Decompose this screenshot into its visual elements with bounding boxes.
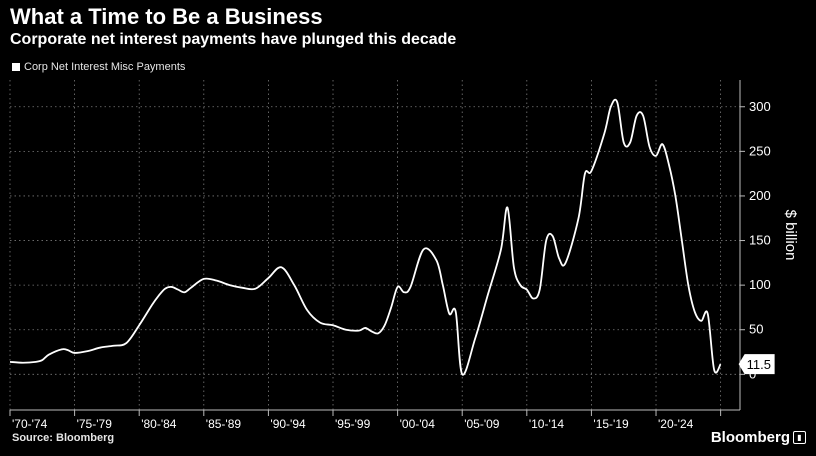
- x-tick-label: '15-'19: [593, 417, 629, 431]
- y-tick-label: 100: [749, 277, 771, 292]
- x-tick-label: '20-'24: [658, 417, 694, 431]
- x-tick-label: '90-'94: [270, 417, 306, 431]
- last-value-box: [738, 354, 775, 375]
- x-tick-label: '95-'99: [335, 417, 371, 431]
- x-tick-label: '10-'14: [529, 417, 565, 431]
- axes: [9, 80, 745, 416]
- series-line-0: [9, 98, 722, 376]
- last-value-label: 11.5: [747, 357, 771, 372]
- last-value-callout: 11.5: [738, 354, 775, 375]
- x-tick-label: '80-'84: [141, 417, 177, 431]
- y-tick-label: 50: [749, 322, 763, 337]
- chart-title: What a Time to Be a Business: [10, 4, 323, 29]
- x-tick-label: '05-'09: [464, 417, 500, 431]
- x-tick-label: '00-'04: [400, 417, 436, 431]
- x-tick-label: '75-'79: [77, 417, 113, 431]
- y-tick-label: 150: [749, 233, 771, 248]
- bloomberg-terminal-icon: ▮: [793, 431, 806, 444]
- chart-subtitle: Corporate net interest payments have plu…: [10, 31, 457, 48]
- legend-label: Corp Net Interest Misc Payments: [24, 61, 186, 73]
- y-tick-label: 250: [749, 143, 771, 158]
- y-tick-label: 0: [749, 366, 756, 381]
- y-tick-label: 300: [749, 99, 771, 114]
- source-note: Source: Bloomberg: [12, 432, 115, 444]
- axis-labels: 0 50 100 150 200 250 300 '70-'74 '75-'79 '80-'84 '…: [12, 99, 799, 431]
- y-tick-label: 200: [749, 188, 771, 203]
- series-layer: 11.5: [9, 98, 775, 376]
- bloomberg-logo: Bloomberg ▮: [711, 429, 806, 446]
- legend: Corp Net Interest Misc Payments: [12, 61, 185, 73]
- y-axis-title: $ billion: [782, 210, 799, 261]
- brand-name: Bloomberg: [710, 429, 790, 446]
- x-tick-label: '85-'89: [206, 417, 242, 431]
- legend-swatch: [12, 63, 20, 71]
- grid-lines: [9, 80, 740, 410]
- x-tick-label: '70-'74: [12, 417, 48, 431]
